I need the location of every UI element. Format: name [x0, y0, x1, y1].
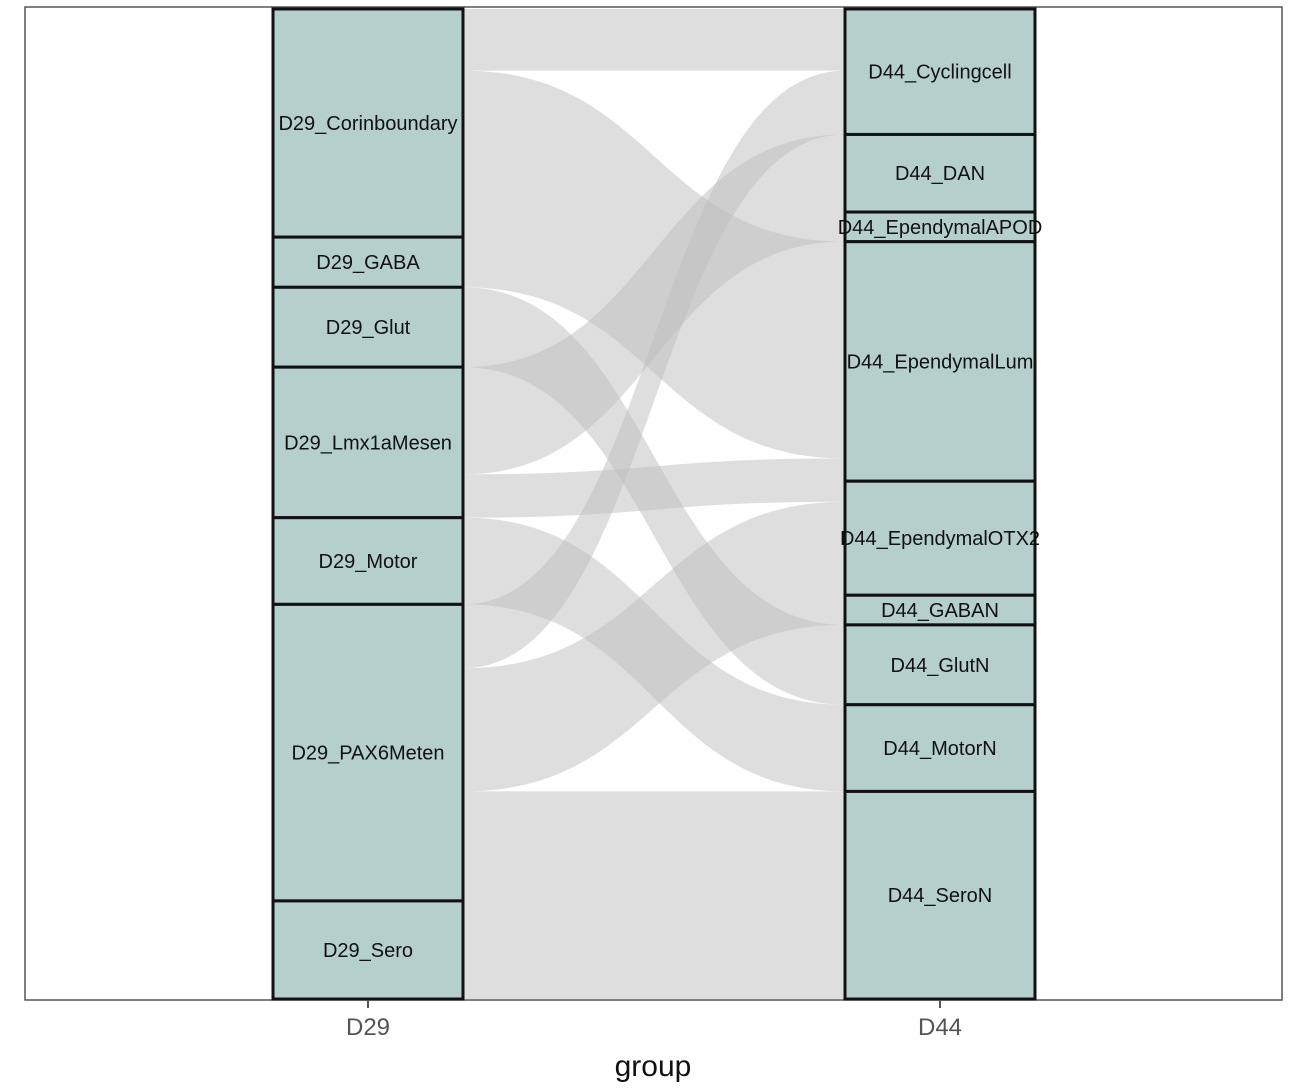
node-label-D44_EpendymalOTX2: D44_EpendymalOTX2	[840, 528, 1040, 550]
node-D44_Cyclingcell	[843, 7, 1037, 136]
node-label-D29_PAX6Meten: D29_PAX6Meten	[291, 743, 444, 765]
node-label-D29_Motor: D29_Motor	[319, 551, 418, 573]
flow-D29_Sero-to-D44_SeroN	[463, 900, 845, 999]
node-label-D29_GABA: D29_GABA	[316, 252, 420, 274]
node-D29_GABA	[271, 235, 465, 289]
node-D29_Corinboundary	[271, 7, 465, 239]
flow-D29_PAX6Meten-to-D44_EpendymalOTX2	[463, 501, 845, 762]
flow-D29_Lmx1aMesen-to-D44_EpendymalLum	[463, 458, 845, 498]
nodes-layer: D29_Corinboundary D29_GABA D29_Glut D29_Lmx…	[271, 7, 1043, 1001]
node-label-D29_Corinboundary: D29_Corinboundary	[278, 113, 457, 135]
node-label-D29_Glut: D29_Glut	[326, 317, 411, 339]
node-D44_GABAN	[843, 593, 1037, 627]
node-D44_MotorN	[843, 703, 1037, 793]
node-label-D29_Lmx1aMesen: D29_Lmx1aMesen	[284, 432, 452, 454]
flow-D29_Corinboundary-to-D44_EpendymalLum	[463, 70, 845, 409]
x-axis: D29 D44	[346, 1000, 962, 1041]
node-label-D44_MotorN: D44_MotorN	[883, 738, 996, 760]
node-D29_Sero	[271, 899, 465, 1001]
node-D44_EpendymalLum	[843, 240, 1037, 483]
node-label-D44_EpendymalAPOD: D44_EpendymalAPOD	[838, 217, 1043, 239]
node-label-D44_GABAN: D44_GABAN	[881, 600, 999, 622]
node-label-D44_Cyclingcell: D44_Cyclingcell	[868, 62, 1011, 84]
node-D29_Glut	[271, 285, 465, 369]
flow-D29_Corinboundary-to-D44_Cyclingcell	[463, 9, 845, 71]
x-tick-label-D29: D29	[346, 1014, 390, 1041]
node-D29_Lmx1aMesen	[271, 365, 465, 520]
flow-D29_Lmx1aMesen-to-D44_DAN	[463, 134, 845, 445]
node-D44_EpendymalAPOD	[843, 210, 1037, 244]
node-label-D44_EpendymalLum: D44_EpendymalLum	[847, 351, 1034, 373]
flows-layer	[463, 9, 845, 999]
node-label-D29_Sero: D29_Sero	[323, 940, 413, 962]
node-label-D44_GlutN: D44_GlutN	[891, 655, 990, 677]
node-D44_SeroN	[843, 789, 1037, 1001]
flow-D29_Lmx1aMesen-to-D44_EpendymalOTX2	[463, 481, 845, 518]
flow-D29_PAX6Meten-to-D44_SeroN	[463, 791, 845, 901]
node-label-D44_SeroN: D44_SeroN	[888, 885, 993, 907]
node-label-D44_DAN: D44_DAN	[895, 163, 985, 185]
node-D44_DAN	[843, 132, 1037, 214]
flow-D29_PAX6Meten-to-D44_GABAN	[463, 595, 845, 792]
x-axis-title: group	[615, 1050, 692, 1083]
node-D29_PAX6Meten	[271, 602, 465, 903]
x-tick-label-D44: D44	[918, 1014, 962, 1041]
flow-D29_PAX6Meten-to-D44_Cyclingcell	[463, 70, 845, 669]
node-D44_EpendymalOTX2	[843, 479, 1037, 597]
